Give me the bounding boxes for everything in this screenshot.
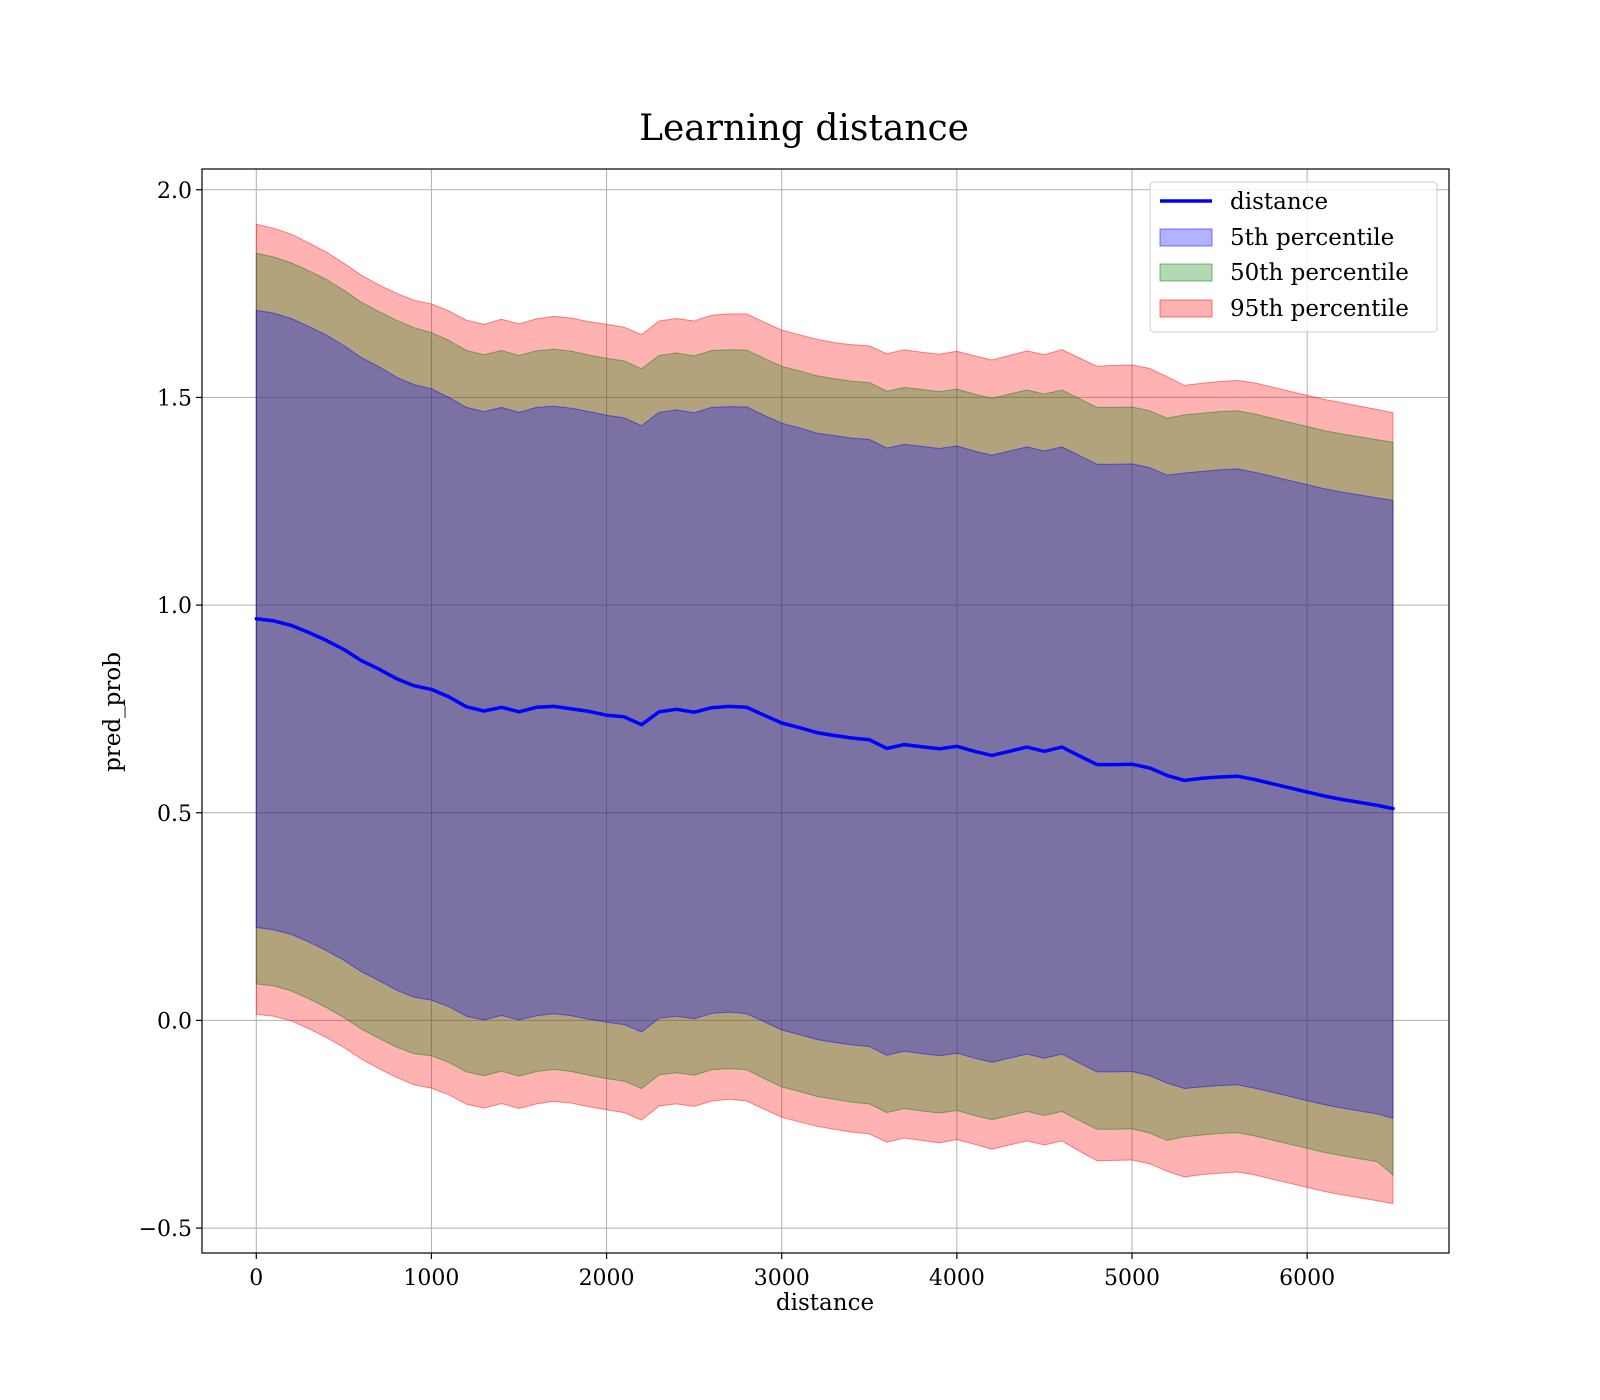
y-tick-label: 1.5 xyxy=(157,386,192,411)
x-axis-ticks: 0 1000 2000 3000 4000 5000 6000 xyxy=(249,1253,1335,1291)
legend-swatch-50th-percentile xyxy=(1159,263,1213,282)
band-95th-percentile xyxy=(255,223,1394,1205)
x-tick-label: 0 xyxy=(249,1266,263,1291)
plot-frame xyxy=(201,168,1450,1254)
legend-label-5th-percentile: 5th percentile xyxy=(1230,225,1394,251)
x-tick-label: 4000 xyxy=(929,1266,985,1291)
legend-swatch-5th-percentile xyxy=(1159,228,1213,247)
legend-swatch-95th-percentile xyxy=(1159,299,1213,318)
x-tick-label: 2000 xyxy=(579,1266,635,1291)
legend-label-distance: distance xyxy=(1230,189,1328,215)
legend-label-50th-percentile: 50th percentile xyxy=(1230,260,1409,286)
legend: distance 5th percentile 50th percentile … xyxy=(1149,181,1438,333)
y-axis-ticks: −0.5 0.0 0.5 1.0 1.5 2.0 xyxy=(139,179,202,1242)
grid xyxy=(202,169,1449,1253)
legend-label-95th-percentile: 95th percentile xyxy=(1230,296,1409,322)
x-tick-label: 5000 xyxy=(1104,1266,1160,1291)
x-tick-label: 6000 xyxy=(1279,1266,1335,1291)
legend-frame xyxy=(1149,181,1438,333)
band-50th-percentile xyxy=(255,252,1394,1176)
band-5th-percentile xyxy=(255,309,1394,1120)
x-tick-label: 1000 xyxy=(403,1266,459,1291)
percentile-bands xyxy=(255,223,1394,1205)
y-tick-label: 1.0 xyxy=(157,594,192,619)
x-tick-label: 3000 xyxy=(754,1266,810,1291)
y-tick-label: 0.0 xyxy=(157,1009,192,1034)
chart-title: Learning distance xyxy=(639,108,969,149)
x-axis-label: distance xyxy=(776,1290,874,1316)
plot-background xyxy=(202,169,1449,1253)
y-tick-label: −0.5 xyxy=(139,1217,192,1242)
y-tick-label: 0.5 xyxy=(157,802,192,827)
series-line-distance xyxy=(254,617,1395,811)
series-lines xyxy=(254,617,1395,811)
plot-area xyxy=(201,168,1450,1254)
y-tick-label: 2.0 xyxy=(157,179,192,204)
y-axis-label: pred_prob xyxy=(100,652,126,772)
